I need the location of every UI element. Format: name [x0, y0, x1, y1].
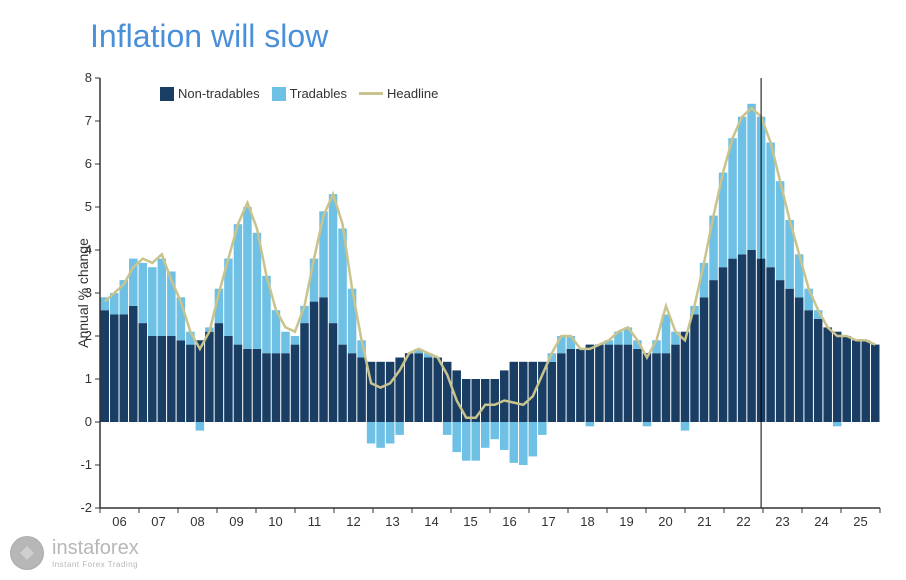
x-tick-label: 16 [496, 514, 524, 529]
watermark-text: instaforex Instant Forex Trading [52, 537, 139, 569]
watermark-main: instaforex [52, 537, 139, 560]
y-tick-label: -2 [70, 500, 92, 515]
legend-line-headline [359, 92, 383, 95]
legend-label-headline: Headline [387, 86, 438, 101]
y-tick-label: 4 [70, 242, 92, 257]
y-tick-label: 7 [70, 113, 92, 128]
x-tick-label: 23 [769, 514, 797, 529]
y-tick-label: 3 [70, 285, 92, 300]
x-tick-label: 17 [535, 514, 563, 529]
x-tick-label: 11 [301, 514, 329, 529]
watermark: instaforex Instant Forex Trading [10, 536, 139, 570]
x-tick-label: 21 [691, 514, 719, 529]
legend-label-tradables: Tradables [290, 86, 347, 101]
x-tick-label: 15 [457, 514, 485, 529]
y-tick-label: -1 [70, 457, 92, 472]
x-tick-label: 13 [379, 514, 407, 529]
y-tick-label: 6 [70, 156, 92, 171]
x-tick-label: 10 [262, 514, 290, 529]
chart-legend: Non-tradables Tradables Headline [160, 86, 438, 101]
watermark-sub: Instant Forex Trading [52, 560, 139, 569]
y-tick-label: 8 [70, 70, 92, 85]
x-tick-label: 19 [613, 514, 641, 529]
chart-svg [100, 78, 880, 508]
y-tick-label: 5 [70, 199, 92, 214]
y-tick-label: 0 [70, 414, 92, 429]
x-tick-label: 18 [574, 514, 602, 529]
x-tick-label: 07 [145, 514, 173, 529]
x-tick-label: 08 [184, 514, 212, 529]
legend-swatch-non-tradables [160, 87, 174, 101]
x-tick-label: 06 [106, 514, 134, 529]
x-tick-label: 20 [652, 514, 680, 529]
legend-item-non-tradables: Non-tradables [160, 86, 260, 101]
x-tick-label: 24 [808, 514, 836, 529]
legend-item-tradables: Tradables [272, 86, 347, 101]
legend-swatch-tradables [272, 87, 286, 101]
legend-item-headline: Headline [359, 86, 438, 101]
x-tick-label: 25 [847, 514, 875, 529]
y-tick-label: 2 [70, 328, 92, 343]
y-tick-label: 1 [70, 371, 92, 386]
x-tick-label: 22 [730, 514, 758, 529]
x-tick-label: 09 [223, 514, 251, 529]
chart-plot-area [100, 78, 880, 508]
x-tick-label: 12 [340, 514, 368, 529]
legend-label-non-tradables: Non-tradables [178, 86, 260, 101]
chart-title: Inflation will slow [90, 18, 328, 55]
x-tick-label: 14 [418, 514, 446, 529]
watermark-icon [10, 536, 44, 570]
